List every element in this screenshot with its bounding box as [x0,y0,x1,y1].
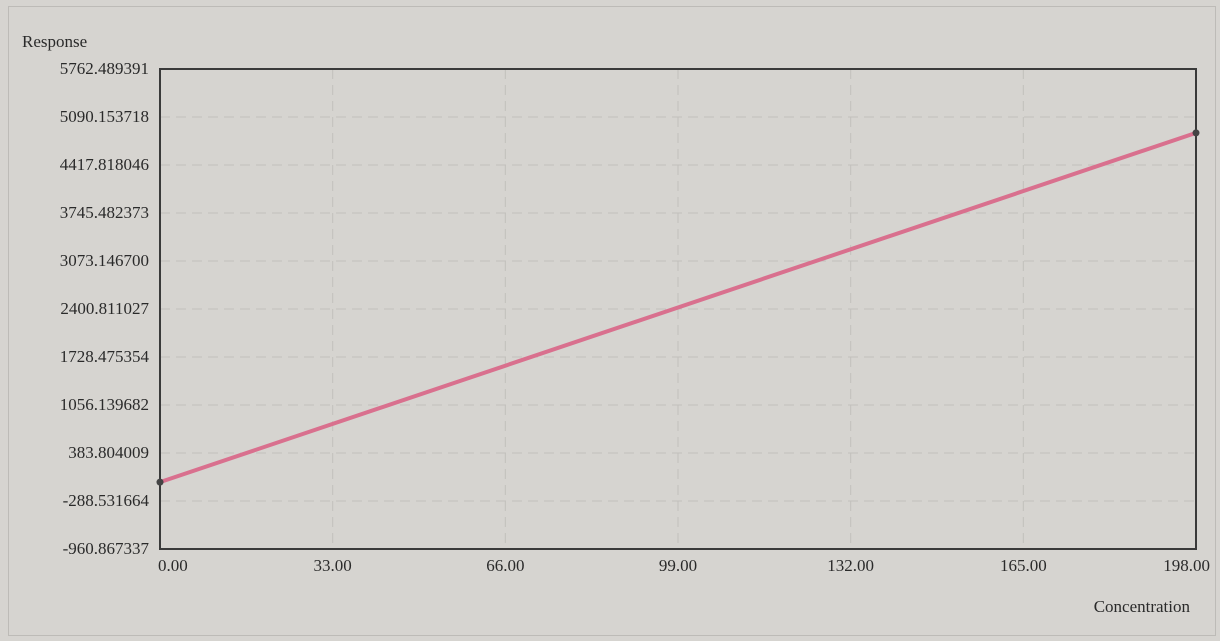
y-tick-label: 1056.139682 [60,395,149,414]
x-tick-label: 33.00 [314,556,352,575]
y-tick-label: -960.867337 [63,539,150,558]
y-tick-label: 2400.811027 [60,299,149,318]
y-tick-label: -288.531664 [63,491,150,510]
x-tick-label: 99.00 [659,556,697,575]
x-tick-label: 0.00 [158,556,188,575]
x-tick-label: 66.00 [486,556,524,575]
y-tick-label: 5762.489391 [60,59,149,78]
x-tick-labels: 0.00 33.00 66.00 99.00 132.00 165.00 198.00 [158,556,1210,575]
y-tick-label: 383.804009 [68,443,149,462]
data-point [156,478,164,486]
grid [160,69,1196,549]
data-point [1192,129,1200,137]
series-line [158,130,1198,485]
x-axis-title: Concentration [1094,597,1191,616]
x-tick-label: 165.00 [1000,556,1047,575]
y-tick-labels: 5762.489391 5090.153718 4417.818046 3745.48… [60,59,150,558]
chart-frame [8,6,1216,636]
y-axis-title: Response [22,32,87,51]
x-tick-label: 198.00 [1163,556,1210,575]
series-layer [156,129,1200,486]
plot-area [159,68,1197,550]
y-tick-label: 5090.153718 [60,107,149,126]
y-tick-label: 4417.818046 [60,155,149,174]
x-tick-label: 132.00 [827,556,874,575]
y-tick-label: 3073.146700 [60,251,149,270]
y-tick-label: 1728.475354 [60,347,150,366]
y-tick-label: 3745.482373 [60,203,149,222]
